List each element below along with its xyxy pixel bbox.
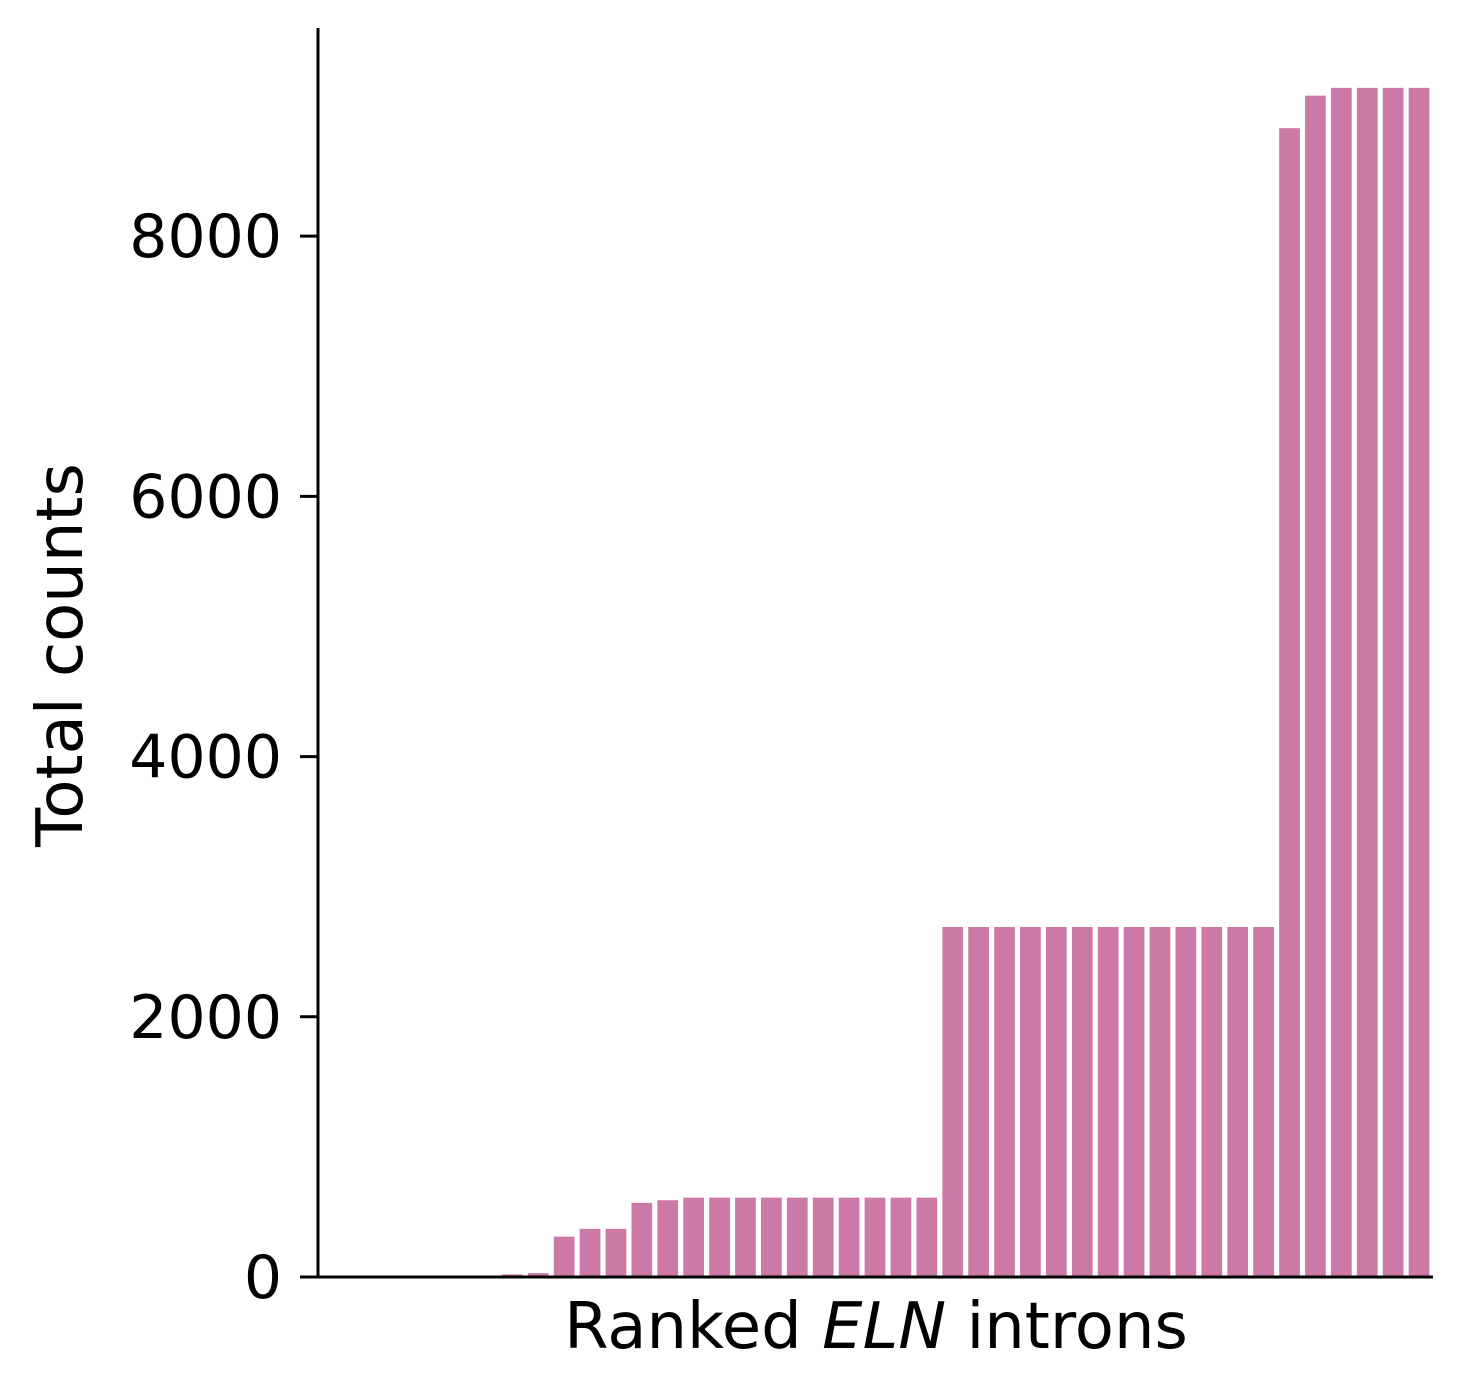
bar-21 xyxy=(838,1197,860,1277)
y-tick-label-2000: 2000 xyxy=(129,983,282,1053)
bar-42 xyxy=(1382,87,1404,1278)
y-tick-label-4000: 4000 xyxy=(129,723,282,793)
y-tick-label-0: 0 xyxy=(244,1243,282,1313)
x-axis-label-suffix: introns xyxy=(946,1290,1188,1364)
bar-43 xyxy=(1408,87,1430,1278)
y-axis-label: Total counts xyxy=(24,463,98,848)
y-tick-label-8000: 8000 xyxy=(129,202,282,272)
bar-22 xyxy=(864,1197,886,1277)
x-axis-label: Ranked ELN introns xyxy=(564,1290,1188,1364)
bar-29 xyxy=(1045,927,1067,1277)
bar-25 xyxy=(942,927,964,1277)
bar-15 xyxy=(683,1197,705,1277)
bar-35 xyxy=(1201,927,1223,1277)
bar-28 xyxy=(1020,927,1041,1277)
bar-26 xyxy=(968,927,989,1277)
y-tick-label-6000: 6000 xyxy=(129,462,282,532)
bar-23 xyxy=(890,1197,912,1277)
bar-17 xyxy=(735,1197,756,1277)
bar-24 xyxy=(916,1197,938,1277)
x-axis-label-prefix: Ranked xyxy=(564,1290,822,1364)
bar-36 xyxy=(1227,927,1249,1277)
bar-11 xyxy=(579,1228,601,1277)
bar-33 xyxy=(1149,927,1171,1277)
bar-32 xyxy=(1123,927,1145,1277)
bar-27 xyxy=(994,927,1015,1277)
bar-12 xyxy=(605,1228,627,1277)
bar-40 xyxy=(1330,87,1352,1278)
bar-30 xyxy=(1071,927,1093,1277)
bar-37 xyxy=(1253,927,1274,1277)
bar-31 xyxy=(1097,927,1119,1277)
bar-19 xyxy=(786,1197,808,1277)
bar-34 xyxy=(1175,927,1197,1277)
y-axis-ticks: 0 2000 4000 6000 8000 xyxy=(129,202,318,1313)
bar-38 xyxy=(1279,128,1300,1278)
bar-14 xyxy=(657,1200,679,1277)
bar-16 xyxy=(709,1197,730,1277)
x-axis-label-gene: ELN xyxy=(822,1290,946,1364)
bar-20 xyxy=(812,1197,834,1277)
bar-41 xyxy=(1356,87,1378,1278)
bar-9 xyxy=(527,1273,549,1277)
bars-group xyxy=(501,87,1430,1278)
bar-39 xyxy=(1305,95,1326,1277)
bar-10 xyxy=(553,1236,575,1277)
bar-13 xyxy=(631,1202,653,1277)
bar-18 xyxy=(761,1197,782,1277)
